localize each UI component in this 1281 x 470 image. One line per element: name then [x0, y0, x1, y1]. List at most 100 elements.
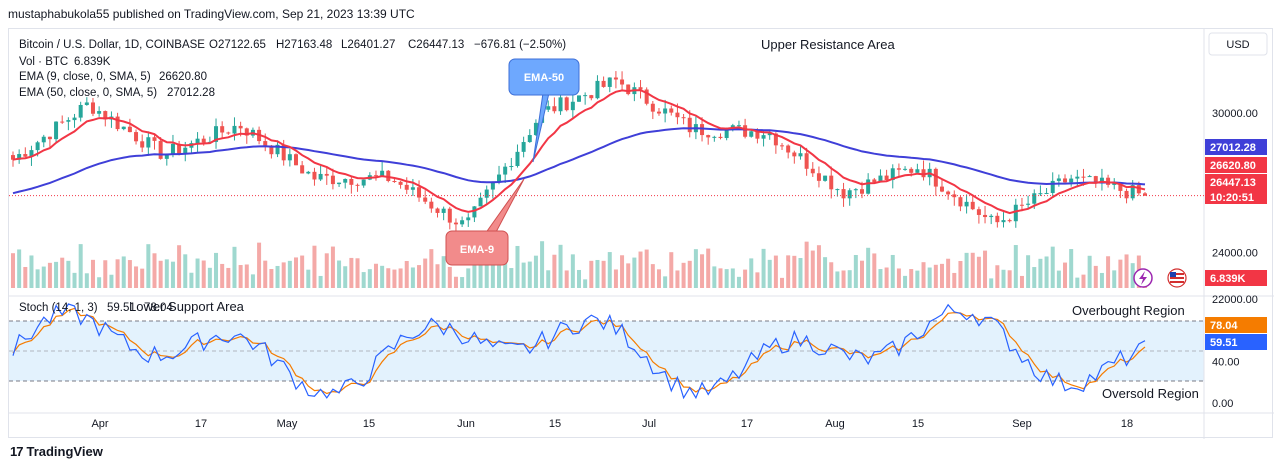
volume-bar	[952, 272, 957, 288]
chart-canvas[interactable]: Bitcoin / U.S. Dollar, 1D, COINBASE O271…	[9, 29, 1274, 439]
volume-bar	[300, 255, 305, 288]
volume-bar	[380, 265, 385, 288]
volume-bar	[712, 266, 717, 288]
volume-bar	[804, 241, 809, 288]
candle	[816, 166, 821, 188]
volume-bar	[460, 277, 465, 288]
volume-bar	[589, 260, 594, 288]
candle	[1044, 187, 1049, 195]
currency-button-label: USD	[1226, 39, 1249, 51]
candle	[140, 134, 145, 153]
volume-bar	[257, 242, 262, 288]
volume-bar	[121, 256, 126, 288]
volume-bar	[884, 267, 889, 288]
volume-bar	[238, 265, 243, 288]
candle	[718, 133, 723, 140]
candle	[841, 182, 846, 207]
candle	[681, 113, 686, 125]
volume-bar	[220, 263, 225, 288]
candle	[663, 99, 668, 123]
volume-bar	[890, 254, 895, 288]
candle	[115, 112, 120, 132]
candle	[1063, 174, 1068, 184]
candle	[810, 162, 815, 177]
legend-close: C26447.13	[408, 39, 464, 51]
candle	[903, 166, 908, 171]
time-tick-label: Aug	[825, 418, 845, 430]
chart-frame: Bitcoin / U.S. Dollar, 1D, COINBASE O271…	[8, 28, 1274, 439]
time-axis[interactable]: Apr 17 May 15 Jun 15 Jul 17 Aug 15 Sep 18	[91, 418, 1133, 430]
legend-low: L26401.27	[341, 39, 395, 51]
candle	[484, 185, 489, 205]
candle	[189, 140, 194, 154]
candle	[995, 212, 1000, 228]
candle	[152, 133, 157, 150]
candlesticks	[11, 71, 1147, 232]
volume-bar	[663, 276, 668, 288]
candle	[318, 165, 323, 182]
volume-bar	[946, 258, 951, 288]
price-axis[interactable]: 30000.00 24000.00 22000.00	[1212, 108, 1258, 306]
volume-bar	[1069, 249, 1074, 288]
volume-bar	[736, 276, 741, 288]
candle	[1143, 192, 1147, 196]
candle	[515, 144, 520, 168]
volume-bar	[577, 269, 581, 288]
volume-bar	[281, 262, 286, 288]
volume-bar	[183, 254, 188, 288]
candle	[780, 143, 785, 151]
volume-bar	[798, 258, 803, 288]
candle	[1099, 168, 1104, 191]
volume-bar	[669, 252, 674, 288]
volume-bar	[773, 255, 778, 288]
volume-bar	[964, 252, 969, 288]
time-tick-label: 17	[741, 418, 753, 430]
candle	[656, 108, 661, 116]
candle	[527, 129, 532, 143]
volume-bar	[392, 269, 397, 288]
volume-bar	[177, 245, 182, 288]
volume-bar	[337, 260, 342, 288]
candle	[466, 213, 471, 227]
volume-bar	[835, 271, 840, 288]
candle	[509, 157, 514, 171]
us-flag-icon[interactable]	[1167, 268, 1187, 288]
volume-bar	[127, 260, 132, 288]
volume-bar	[583, 279, 588, 288]
currency-button[interactable]: USD	[1208, 32, 1268, 56]
candle	[90, 97, 95, 117]
candle	[373, 170, 378, 181]
stoch-axis[interactable]: 40.00 0.00	[1212, 356, 1240, 410]
candle	[564, 96, 569, 112]
candle	[275, 140, 280, 158]
volume-bar	[72, 272, 77, 288]
footer-brand[interactable]: 17 TradingView	[10, 444, 103, 459]
volume-bar	[103, 260, 108, 288]
volume-bar	[1112, 270, 1117, 288]
candle	[896, 163, 901, 177]
volume-bar	[134, 266, 139, 288]
candle	[712, 135, 717, 142]
candle	[220, 121, 225, 139]
volume-bar	[700, 254, 705, 288]
legend-volume-value: 6.839K	[74, 56, 111, 68]
volume-bar	[903, 275, 908, 288]
volume-bar	[330, 246, 335, 288]
volume-bar	[915, 270, 920, 288]
time-tick-label: 15	[363, 418, 375, 430]
volume-bar	[349, 257, 354, 288]
svg-text:10:20:51: 10:20:51	[1210, 192, 1254, 204]
volume-bar	[718, 268, 723, 288]
ema9-price-tag: 26620.80	[1205, 157, 1267, 173]
volume-bar	[1087, 255, 1092, 288]
volume-bar	[146, 244, 151, 288]
candle	[97, 106, 102, 117]
volume-bar	[41, 266, 46, 288]
candle	[435, 207, 440, 218]
price-tick-label: 24000.00	[1212, 248, 1258, 260]
footer-brand-text: TradingView	[26, 444, 103, 459]
volume-bar	[189, 272, 194, 288]
volume-bar	[1001, 269, 1006, 288]
tradingview-logo-icon: 17	[10, 444, 24, 459]
lightning-icon[interactable]	[1133, 268, 1153, 288]
